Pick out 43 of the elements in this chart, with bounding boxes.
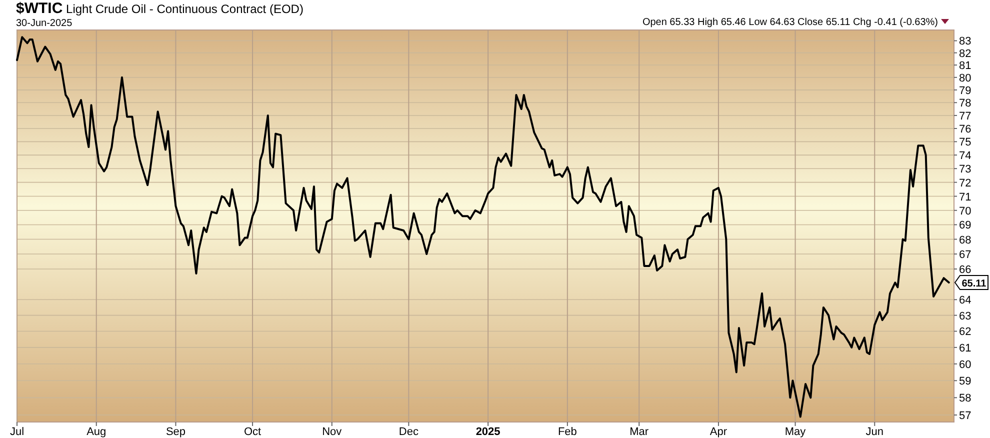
y-tick-label: 57 <box>959 410 972 422</box>
y-tick-label: 70 <box>959 205 972 218</box>
x-tick-label: May <box>784 426 806 438</box>
x-tick-label: Dec <box>398 426 419 438</box>
y-tick-label: 72 <box>959 177 972 190</box>
y-tick-label: 81 <box>959 60 972 72</box>
x-tick-label: Nov <box>322 426 342 438</box>
y-tick-label: 61 <box>959 342 972 354</box>
chart-subtitle: 30-Jun-2025 <box>16 18 73 29</box>
y-tick-label: 75 <box>959 136 972 149</box>
x-tick-label: Feb <box>558 426 577 438</box>
y-tick-label: 71 <box>959 191 972 204</box>
chart-title: $WTIC Light Crude Oil - Continuous Contract (EOD) <box>16 0 304 17</box>
y-tick-label: 64 <box>959 294 972 307</box>
y-tick-label: 78 <box>959 98 972 110</box>
y-tick-label: 69 <box>959 220 972 232</box>
y-tick-label: 66 <box>959 264 972 276</box>
x-tick-label: Sep <box>166 426 186 438</box>
y-tick-label: 82 <box>959 48 972 60</box>
y-tick-label: 79 <box>959 84 972 97</box>
x-tick-label: Apr <box>710 426 728 438</box>
y-tick-label: 68 <box>959 234 972 246</box>
x-tick-label: Jun <box>866 426 884 438</box>
x-tick-label: 2025 <box>476 426 500 438</box>
x-tick-label: Aug <box>86 426 106 438</box>
y-tick-label: 67 <box>959 249 972 262</box>
y-tick-label: 83 <box>959 36 972 48</box>
y-tick-label: 80 <box>959 72 972 84</box>
text: Open 65.33 High 65.46 Low 64.63 Close 65.11 Chg -0.41 (-0.63%) <box>642 17 938 28</box>
line-series <box>16 36 950 418</box>
y-tick-label: 59 <box>959 376 972 388</box>
y-tick-label: 77 <box>959 110 972 122</box>
annotation: 65.11 <box>962 278 987 290</box>
x-tick-label: Jul <box>10 426 24 438</box>
y-tick-label: 63 <box>959 310 972 322</box>
x-tick-label: Mar <box>630 426 649 438</box>
y-tick-label: 62 <box>959 326 972 338</box>
x-tick-label: Oct <box>244 426 262 438</box>
y-tick-label: 60 <box>959 358 972 371</box>
y-tick-label: 73 <box>959 164 972 176</box>
y-tick-label: 58 <box>959 392 972 405</box>
y-tick-label: 74 <box>959 150 972 162</box>
y-tick-label: 76 <box>959 123 972 136</box>
